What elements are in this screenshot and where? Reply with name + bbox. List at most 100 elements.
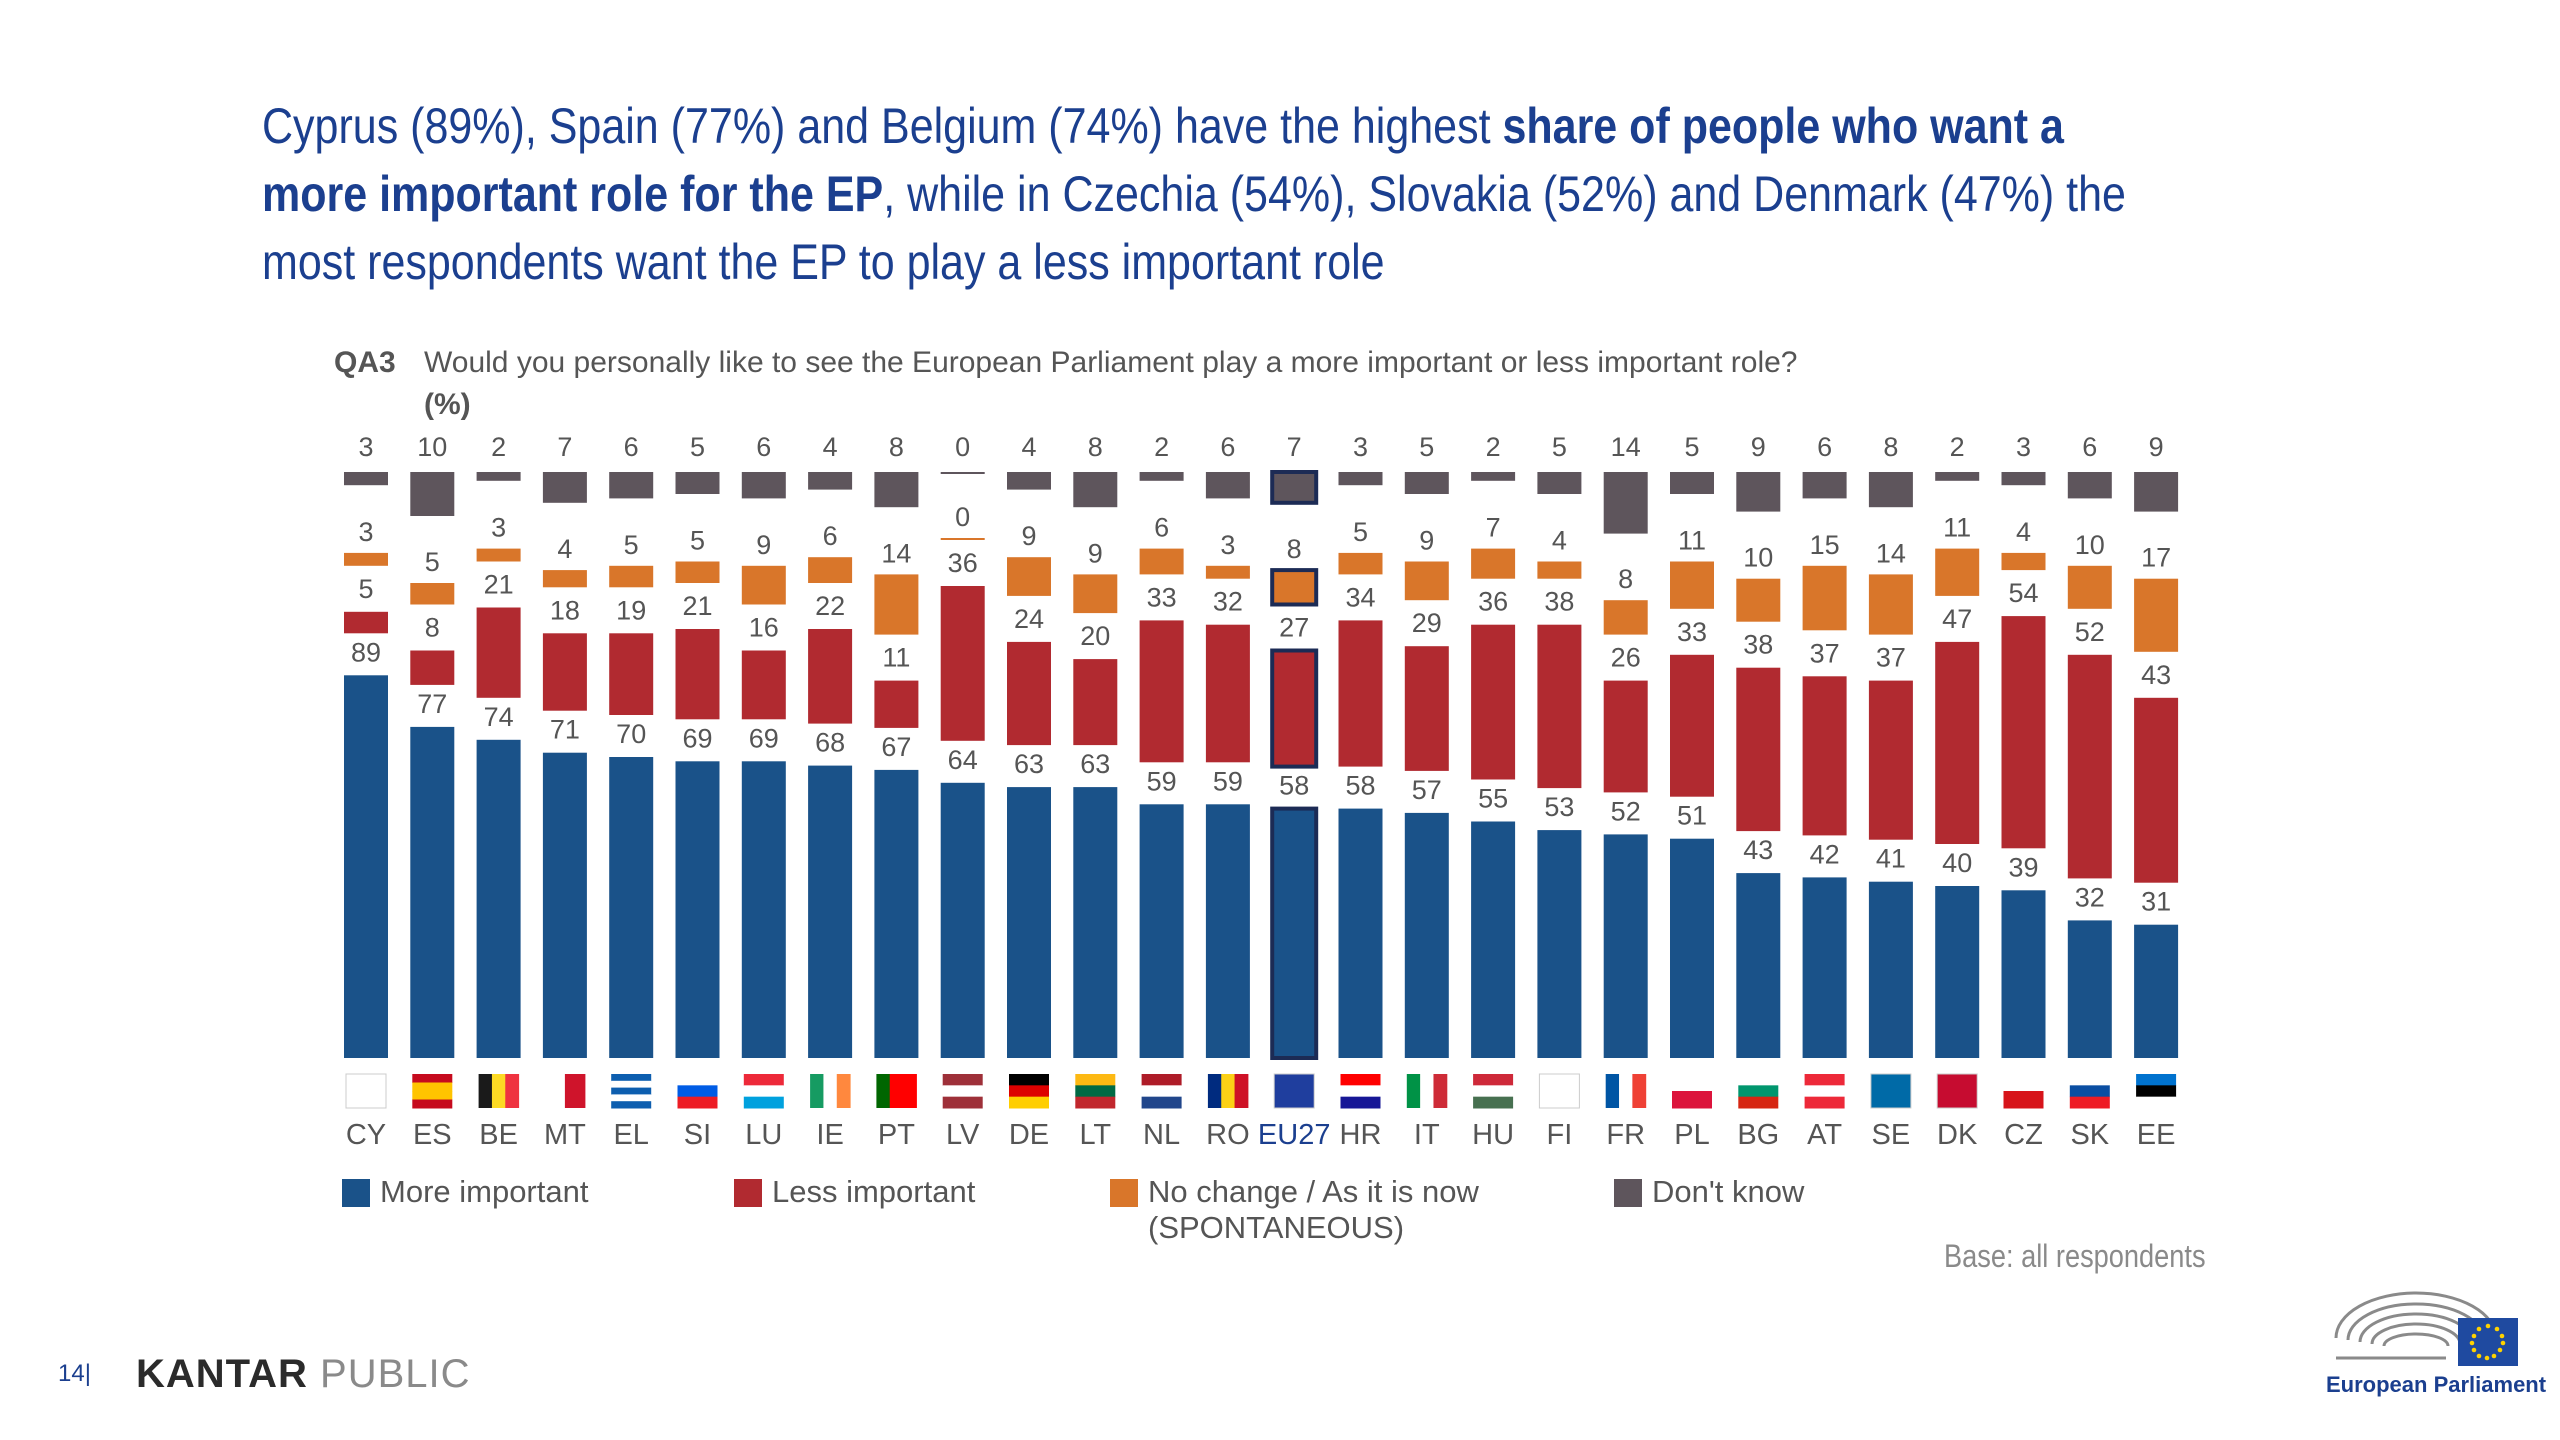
bar-dontknow-CY [344, 472, 388, 486]
bar-less-MT [542, 633, 587, 711]
label-more-LV: 64 [948, 745, 978, 775]
label-less-DE: 24 [1014, 604, 1044, 634]
label-dontknow-EU27: 7 [1287, 432, 1302, 462]
bar-more-CZ [2001, 890, 2046, 1058]
bar-less-FR [1603, 680, 1648, 793]
bar-nochange-IT [1404, 561, 1449, 601]
label-dontknow-SI: 5 [690, 432, 705, 462]
label-dontknow-DE: 4 [1021, 432, 1036, 462]
flag-IT-stripe-0 [1406, 1074, 1421, 1108]
flag-HU-stripe-2 [1473, 1096, 1514, 1109]
bar-nochange-PL [1670, 561, 1714, 609]
bar-nochange-DE [1007, 557, 1051, 596]
bar-more-FI [1537, 830, 1582, 1058]
category-label-EU27: EU27 [1258, 1119, 1331, 1151]
bar-nochange-LU [741, 565, 786, 605]
label-less-ES: 8 [425, 613, 440, 643]
flag-DE-stripe-2 [1009, 1096, 1049, 1109]
flag-BE-stripe-0 [478, 1074, 493, 1108]
flag-SK-stripe-0 [2069, 1074, 2110, 1086]
bar-nochange-EL [609, 565, 654, 588]
bar-more-MT [542, 752, 587, 1058]
flag-AT-stripe-0 [1804, 1074, 1845, 1086]
label-more-LU: 69 [749, 723, 779, 753]
bar-more-EE [2134, 924, 2179, 1058]
legend-label-more: More important [380, 1174, 589, 1209]
bar-dontknow-LV [940, 472, 985, 474]
bar-more-IE [808, 765, 853, 1058]
bar-nochange-EE [2134, 578, 2179, 652]
headline-bold: share of people who want a more importan… [262, 98, 2064, 222]
bar-more-LU [741, 761, 786, 1058]
question-text: Would you personally like to see the Eur… [424, 346, 1798, 379]
category-label-BE: BE [479, 1119, 518, 1151]
label-more-IE: 68 [815, 728, 845, 758]
bar-less-HU [1471, 624, 1516, 780]
flag-LT-stripe-2 [1075, 1096, 1116, 1109]
flag-SK-stripe-2 [2069, 1096, 2110, 1109]
label-nochange-IT: 9 [1419, 526, 1434, 556]
bar-nochange-PT [874, 574, 919, 635]
label-dontknow-LT: 8 [1088, 432, 1103, 462]
flag-LV-stripe-1 [942, 1085, 983, 1098]
label-nochange-SK: 10 [2075, 530, 2105, 560]
label-dontknow-LV: 0 [955, 432, 970, 462]
bar-nochange-FR [1603, 600, 1648, 635]
page-number: 14| [58, 1360, 91, 1387]
label-more-BE: 74 [484, 702, 514, 732]
label-nochange-MT: 4 [557, 534, 572, 564]
category-label-LT: LT [1079, 1119, 1111, 1151]
bar-more-AT [1802, 877, 1847, 1058]
flag-BG-stripe-1 [1738, 1085, 1779, 1098]
flag-LV-stripe-0 [942, 1074, 983, 1086]
flag-RO-stripe-1 [1221, 1074, 1236, 1108]
label-nochange-FI: 4 [1552, 526, 1567, 556]
bar-dontknow-RO [1205, 472, 1250, 499]
label-less-DK: 47 [1942, 604, 1972, 634]
category-label-DK: DK [1937, 1119, 1978, 1151]
category-label-AT: AT [1807, 1119, 1842, 1151]
bar-nochange-FI [1537, 561, 1582, 579]
label-less-PL: 33 [1677, 617, 1707, 647]
legend-label-nochange: No change / As it is now (SPONTANEOUS) [1148, 1174, 1479, 1246]
bar-less-SI [675, 629, 720, 720]
bar-more-EL [609, 757, 654, 1058]
label-dontknow-IT: 5 [1419, 432, 1434, 462]
flag-LT-stripe-0 [1075, 1074, 1116, 1086]
label-nochange-PL: 11 [1678, 526, 1706, 556]
flag-CY [345, 1073, 387, 1109]
label-less-HU: 36 [1478, 587, 1508, 617]
bar-dontknow-CZ [2001, 472, 2046, 486]
flag-SI-stripe-2 [677, 1096, 718, 1109]
label-nochange-CZ: 4 [2016, 517, 2031, 547]
flag-FR-stripe-0 [1605, 1074, 1620, 1108]
bar-dontknow-SK [2067, 472, 2112, 499]
label-dontknow-HR: 3 [1353, 432, 1368, 462]
label-dontknow-SE: 8 [1883, 432, 1898, 462]
label-nochange-EE: 17 [2141, 543, 2171, 573]
label-nochange-IE: 6 [823, 521, 838, 551]
flag-PL-stripe-0 [1672, 1074, 1712, 1092]
flag-IT-stripe-2 [1433, 1074, 1448, 1108]
category-label-IT: IT [1414, 1119, 1440, 1151]
bar-less-BG [1736, 667, 1781, 832]
label-less-BG: 38 [1743, 630, 1773, 660]
category-label-LU: LU [745, 1119, 782, 1151]
bar-nochange-IE [808, 557, 853, 583]
bar-less-CY [344, 611, 388, 634]
flag-IE-stripe-0 [810, 1074, 824, 1108]
bar-less-LT [1073, 659, 1118, 746]
label-nochange-HU: 7 [1486, 513, 1501, 543]
bar-nochange-HR [1338, 552, 1383, 575]
label-more-RO: 59 [1213, 766, 1243, 796]
flag-AT-stripe-2 [1804, 1096, 1845, 1109]
bar-dontknow-NL [1139, 472, 1184, 481]
flag-NL-stripe-1 [1141, 1085, 1182, 1098]
flag-PT-stripe-1 [889, 1074, 904, 1108]
bar-less-LV [940, 586, 985, 741]
base-note: Base: all respondents [1944, 1238, 2206, 1274]
category-label-NL: NL [1143, 1119, 1180, 1151]
label-less-EL: 19 [616, 595, 646, 625]
flag-EL-stripe-1 [611, 1080, 652, 1089]
label-more-SE: 41 [1876, 844, 1906, 874]
